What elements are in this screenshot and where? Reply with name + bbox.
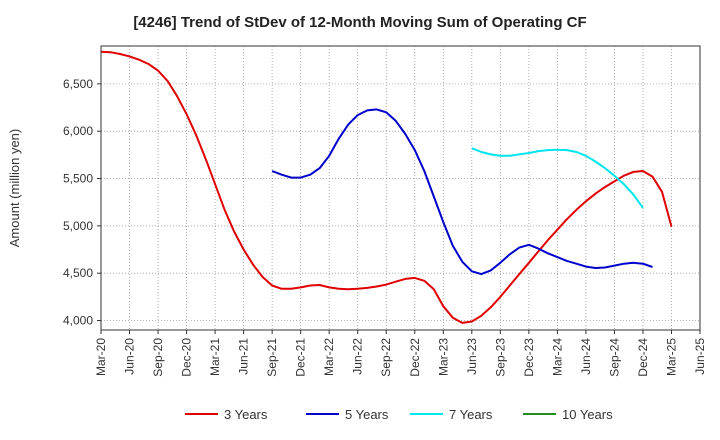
y-tick-label: 6,500	[63, 77, 93, 91]
x-tick-label: Mar-23	[436, 338, 450, 376]
x-tick-label: Jun-23	[465, 338, 479, 375]
plot-frame	[100, 45, 701, 331]
plot-area	[100, 46, 701, 330]
x-tick-label: Mar-20	[94, 338, 108, 376]
x-tick-label: Sep-21	[265, 338, 279, 377]
x-tick-label: Sep-20	[151, 338, 165, 377]
x-tick-label: Jun-24	[579, 338, 593, 375]
x-tick-label: Mar-24	[550, 338, 564, 376]
x-tick-label: Sep-24	[607, 338, 621, 377]
x-tick-label: Jun-22	[351, 338, 365, 375]
x-tick-label: Mar-21	[208, 338, 222, 376]
x-tick-label: Dec-20	[180, 338, 194, 377]
y-tick-label: 4,000	[63, 314, 93, 328]
series-line-2	[271, 108, 653, 276]
x-tick-label: Dec-24	[636, 338, 650, 377]
legend-label-1: 3 Years	[224, 407, 268, 422]
x-tick-label: Sep-23	[493, 338, 507, 377]
legend-label-2: 5 Years	[345, 407, 389, 422]
x-tick-label: Dec-21	[294, 338, 308, 377]
x-tick-label: Dec-23	[522, 338, 536, 377]
x-tick-label: Sep-22	[379, 338, 393, 377]
series-line-3	[471, 147, 644, 209]
axes: 4,000 4,500 5,000 5,500 6,000 6,500 Mar-20 Jun-…	[7, 45, 707, 377]
x-tick-label: Mar-25	[664, 338, 678, 376]
x-tick-label: Dec-22	[408, 338, 422, 377]
legend-label-4: 10 Years	[562, 407, 613, 422]
chart-title: [4246] Trend of StDev of 12-Month Moving…	[133, 14, 587, 31]
y-tick-label: 5,500	[63, 172, 93, 186]
x-tick-label: Jun-25	[693, 338, 707, 375]
y-tick-label: 5,000	[63, 219, 93, 233]
series-line-1	[100, 50, 673, 324]
x-tick-label: Jun-21	[237, 338, 251, 375]
y-axis-title: Amount (million yen)	[7, 129, 22, 248]
y-tick-label: 4,500	[63, 266, 93, 280]
legend-label-3: 7 Years	[449, 407, 493, 422]
x-tick-label: Jun-20	[123, 338, 137, 375]
x-tick-label: Mar-22	[322, 338, 336, 376]
legend: 3 Years 5 Years 7 Years 10 Years	[185, 407, 613, 422]
y-tick-label: 6,000	[63, 124, 93, 138]
